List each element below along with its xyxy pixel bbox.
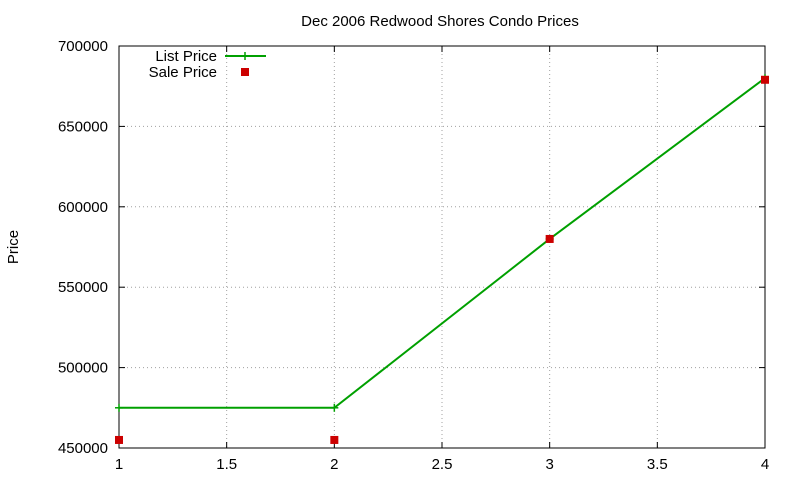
sale-price-point xyxy=(761,75,769,84)
y-tick-label: 550000 xyxy=(58,279,108,296)
list-price-line xyxy=(119,77,766,409)
y-tick-label: 650000 xyxy=(58,118,108,135)
x-tick-label: 2.5 xyxy=(432,456,453,473)
legend-label: List Price xyxy=(155,48,217,65)
x-tick-label: 2 xyxy=(330,456,338,473)
chart-title: Dec 2006 Redwood Shores Condo Prices xyxy=(301,13,579,30)
x-tick-label: 3 xyxy=(545,456,553,473)
legend-square-sample xyxy=(241,68,249,76)
x-tick-label: 1.5 xyxy=(216,456,237,473)
y-axis-label: Price xyxy=(5,230,22,264)
list-price-point xyxy=(330,403,339,412)
y-tick-label: 450000 xyxy=(58,440,108,457)
y-tick-label: 700000 xyxy=(58,38,108,55)
series-marks xyxy=(115,74,769,444)
x-tick-label: 4 xyxy=(761,456,769,473)
legend-label: Sale Price xyxy=(149,64,217,81)
x-tick-label: 1 xyxy=(115,456,123,473)
axis-ticks: 1 1.5 2 2.5 3 3.5 4 450000 500000 550000 600000 650… xyxy=(58,38,769,473)
legend-cross-sample xyxy=(241,52,249,60)
sale-price-point xyxy=(545,234,554,243)
y-tick-label: 500000 xyxy=(58,360,108,377)
sale-price-point xyxy=(115,435,123,444)
x-tick-label: 3.5 xyxy=(647,456,668,473)
list-price-point xyxy=(115,403,123,412)
grid-lines xyxy=(119,46,765,448)
sale-price-point xyxy=(330,435,339,444)
y-tick-label: 600000 xyxy=(58,199,108,216)
